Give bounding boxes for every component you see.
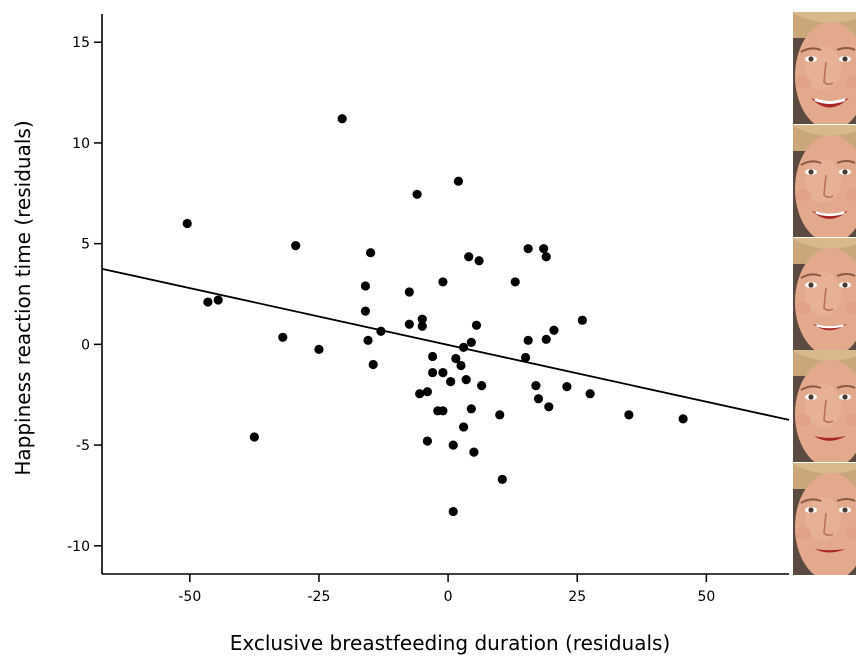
- data-point: [523, 335, 533, 345]
- face-strip: [793, 12, 856, 576]
- y-tick-label: 5: [81, 237, 90, 253]
- data-point: [464, 252, 474, 262]
- data-point: [417, 321, 427, 331]
- data-point: [422, 436, 433, 446]
- data-point: [360, 306, 371, 316]
- data-point: [549, 325, 559, 335]
- data-point: [474, 256, 484, 266]
- data-point: [448, 440, 458, 450]
- data-point: [417, 314, 427, 324]
- points-group: [182, 114, 688, 517]
- data-point: [363, 335, 373, 345]
- data-point: [278, 332, 288, 342]
- data-point: [366, 248, 376, 258]
- data-point: [376, 326, 386, 336]
- data-point: [469, 447, 479, 457]
- data-point: [497, 474, 507, 484]
- x-tick-label: 0: [444, 589, 453, 605]
- data-point: [438, 277, 448, 287]
- data-point: [404, 287, 414, 297]
- y-tick-label: -5: [76, 438, 90, 454]
- face-photo-icon: [793, 350, 856, 463]
- face-photo-icon: [793, 124, 856, 237]
- y-tick-label: -10: [67, 539, 90, 555]
- data-point: [562, 382, 572, 392]
- x-tick-label: -50: [178, 589, 201, 605]
- data-point: [678, 414, 688, 424]
- data-point: [523, 244, 533, 254]
- x-axis-title: Exclusive breastfeeding duration (residu…: [230, 631, 671, 655]
- data-point: [337, 114, 347, 124]
- data-point: [422, 387, 433, 397]
- data-point: [531, 381, 541, 391]
- face-photo-icon: [793, 12, 856, 124]
- data-point: [510, 277, 520, 287]
- fit-line-group: [101, 267, 790, 421]
- y-tick-label: 15: [72, 35, 90, 51]
- regression-line: [101, 267, 790, 421]
- data-point: [458, 342, 469, 352]
- data-point: [585, 389, 595, 399]
- data-point: [203, 297, 213, 307]
- data-point: [438, 367, 448, 378]
- data-point: [541, 252, 551, 262]
- data-point: [291, 241, 301, 251]
- face-photo-icon: [793, 237, 856, 350]
- data-point: [533, 394, 544, 404]
- data-point: [466, 337, 476, 347]
- data-point: [541, 334, 551, 344]
- y-tick-label: 10: [72, 136, 90, 152]
- axes: [101, 14, 789, 575]
- data-point: [577, 315, 587, 325]
- data-point: [249, 432, 259, 442]
- data-point: [456, 360, 466, 371]
- data-point: [453, 176, 464, 186]
- x-tick-label: 50: [697, 589, 715, 605]
- data-point: [477, 381, 487, 391]
- data-point: [495, 410, 505, 420]
- data-point: [446, 377, 456, 387]
- data-point: [458, 422, 469, 432]
- y-tick-label: 0: [81, 337, 90, 353]
- data-point: [404, 319, 414, 329]
- data-point: [412, 189, 422, 199]
- data-point: [471, 320, 482, 330]
- data-point: [624, 410, 634, 420]
- data-point: [314, 344, 324, 354]
- data-point: [213, 295, 223, 305]
- y-axis-title: Happiness reaction time (residuals): [11, 120, 35, 475]
- x-tick-label: -25: [308, 589, 331, 605]
- data-point: [438, 406, 448, 416]
- data-point: [461, 375, 471, 385]
- data-point: [427, 367, 438, 378]
- data-point: [360, 281, 371, 291]
- data-point: [415, 389, 425, 399]
- data-point: [451, 353, 461, 364]
- face-photo-icon: [793, 463, 856, 576]
- x-tick-label: 25: [568, 589, 586, 605]
- data-point: [520, 352, 531, 363]
- data-point: [466, 404, 476, 414]
- data-point: [544, 402, 554, 412]
- data-point: [368, 359, 378, 370]
- data-point: [182, 218, 192, 229]
- data-point: [539, 244, 549, 254]
- data-point: [448, 506, 458, 517]
- data-point: [427, 351, 438, 362]
